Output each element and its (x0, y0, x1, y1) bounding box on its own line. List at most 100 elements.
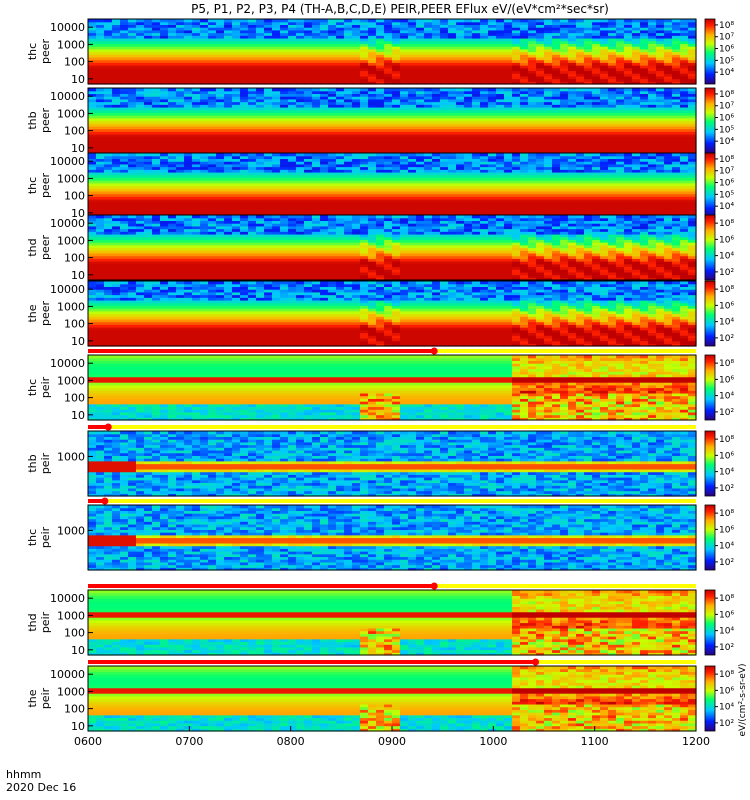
heatmap-cell (384, 144, 393, 149)
heatmap-cell (112, 196, 121, 200)
heatmap-cell (560, 19, 569, 23)
heatmap-cell (264, 190, 273, 195)
heatmap-cell (136, 62, 145, 66)
heatmap-cell (176, 134, 185, 138)
heatmap-cell (408, 182, 417, 187)
heatmap-cell (592, 75, 601, 80)
heatmap-cell (648, 136, 657, 141)
heatmap-cell (584, 75, 593, 80)
heatmap-cell (176, 128, 185, 132)
heatmap-cell (416, 48, 425, 53)
heatmap-cell (216, 131, 225, 135)
heatmap-cell (312, 136, 321, 141)
heatmap-cell (680, 150, 689, 154)
heatmap-cell (528, 56, 537, 61)
heatmap-cell (304, 188, 313, 192)
heatmap-cell (392, 32, 401, 36)
heatmap-cell (256, 125, 265, 130)
heatmap-cell (464, 190, 473, 195)
heatmap-cell (616, 21, 625, 26)
heatmap-cell (208, 199, 217, 203)
heatmap-cell (312, 62, 321, 66)
heatmap-cell (344, 35, 353, 39)
heatmap-cell (232, 142, 241, 146)
heatmap-cell (576, 51, 585, 55)
heatmap-cell (576, 104, 585, 108)
heatmap-cell (608, 19, 617, 23)
heatmap-cell (240, 73, 249, 77)
heatmap-cell (680, 98, 689, 103)
heatmap-cell (656, 112, 665, 116)
heatmap-cell (640, 78, 649, 82)
heatmap-cell (144, 155, 153, 160)
heatmap-cell (192, 153, 201, 157)
heatmap-cell (408, 144, 417, 149)
heatmap-cell (296, 199, 305, 203)
heatmap-cell (376, 180, 385, 184)
heatmap-cell (624, 136, 633, 141)
heatmap-cell (416, 180, 425, 184)
heatmap-cell (120, 35, 129, 39)
heatmap-cell (480, 112, 489, 116)
heatmap-cell (320, 185, 329, 189)
heatmap-cell (152, 48, 161, 53)
heatmap-cell (104, 144, 113, 149)
heatmap-cell (232, 166, 241, 170)
heatmap-cell (664, 147, 673, 151)
heatmap-cell (424, 51, 433, 55)
heatmap-cell (304, 142, 313, 146)
heatmap-cell (312, 90, 321, 95)
heatmap-cell (176, 153, 185, 157)
heatmap-cell (136, 27, 145, 31)
heatmap-cell (288, 32, 297, 36)
heatmap-cell (416, 123, 425, 127)
heatmap-cell (184, 204, 193, 208)
heatmap-cell (264, 128, 273, 132)
heatmap-cell (224, 212, 233, 216)
heatmap-cell (592, 104, 601, 108)
heatmap-cell (464, 155, 473, 160)
heatmap-cell (432, 90, 441, 95)
heatmap-cell (152, 147, 161, 151)
heatmap-cell (200, 209, 209, 214)
heatmap-cell (248, 204, 257, 208)
heatmap-cell (344, 161, 353, 165)
heatmap-cell (112, 147, 121, 151)
heatmap-cell (440, 37, 449, 42)
heatmap-cell (424, 180, 433, 184)
heatmap-cell (688, 134, 697, 138)
heatmap-cell (216, 163, 225, 168)
heatmap-cell (328, 150, 337, 154)
heatmap-cell (688, 59, 697, 63)
heatmap-cell (120, 93, 129, 97)
heatmap-cell (88, 104, 97, 108)
heatmap-cell (128, 199, 137, 203)
heatmap-cell (120, 48, 129, 53)
heatmap-cell (256, 185, 265, 189)
heatmap-cell (640, 106, 649, 111)
heatmap-cell (256, 75, 265, 80)
heatmap-cell (624, 40, 633, 44)
heatmap-cell (256, 128, 265, 132)
heatmap-cell (144, 32, 153, 36)
heatmap-cell (440, 125, 449, 130)
heatmap-cell (344, 199, 353, 203)
heatmap-cell (584, 56, 593, 61)
heatmap-cell (192, 123, 201, 127)
heatmap-cell (312, 37, 321, 42)
heatmap-cell (320, 177, 329, 181)
heatmap-cell (136, 166, 145, 170)
heatmap-cell (360, 142, 369, 146)
heatmap-cell (544, 93, 553, 97)
heatmap-cell (512, 155, 521, 160)
heatmap-cell (472, 188, 481, 192)
heatmap-cell (520, 46, 529, 50)
heatmap-cell (120, 139, 129, 143)
heatmap-cell (424, 174, 433, 178)
heatmap-cell (432, 29, 441, 34)
heatmap-cell (184, 212, 193, 216)
heatmap-cell (584, 48, 593, 53)
heatmap-cell (416, 40, 425, 44)
heatmap-cell (216, 123, 225, 127)
heatmap-cell (496, 142, 505, 146)
